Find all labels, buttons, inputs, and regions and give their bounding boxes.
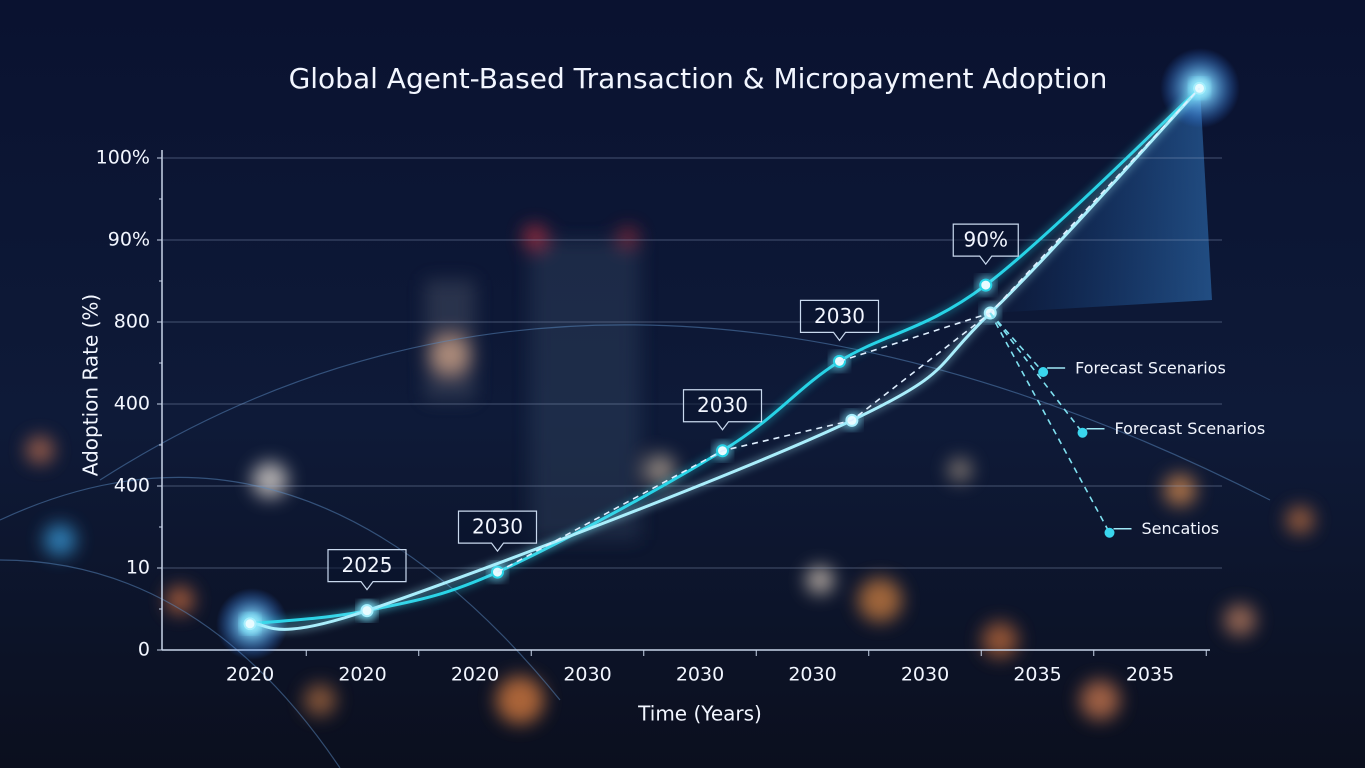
decor-arcs (0, 324, 1271, 768)
y-tick-label: 400 (114, 475, 150, 497)
chart-title: Global Agent-Based Transaction & Micropa… (289, 62, 1108, 95)
y-tick-label: 100% (96, 147, 150, 169)
city-bokeh (26, 225, 1314, 724)
y-tick-label: 10 (126, 557, 150, 579)
y-tick-label: 90% (108, 229, 150, 251)
series-line (497, 87, 1201, 573)
x-tick-label: 2035 (1126, 664, 1174, 686)
branch-line (989, 312, 1111, 534)
branch-line (989, 312, 1084, 434)
series-line (839, 312, 991, 363)
x-tick-label: 2020 (338, 664, 386, 686)
callout-label: 2030 (472, 515, 523, 539)
x-tick-label: 2030 (563, 664, 611, 686)
callout-label: 2030 (814, 304, 865, 328)
y-tick-label: 400 (114, 393, 150, 415)
y-tick-label: 0 (138, 639, 150, 661)
branch-dot (1104, 527, 1115, 538)
callout-box (457, 510, 538, 553)
x-tick-label: 2020 (451, 664, 499, 686)
x-tick-label: 2035 (1013, 664, 1061, 686)
y-tick-label: 800 (114, 311, 150, 333)
branch-dot (1077, 427, 1088, 438)
x-tick-label: 2020 (226, 664, 274, 686)
x-tick-label: 2030 (901, 664, 949, 686)
callout-box (327, 549, 407, 591)
branch-dot (1038, 367, 1049, 378)
data-point (979, 278, 993, 292)
x-axis-label: Time (Years) (637, 702, 762, 726)
branch-label: Forecast Scenarios (1115, 419, 1266, 438)
data-point (243, 617, 257, 631)
callout-label: 2030 (697, 393, 748, 417)
data-point (360, 604, 374, 618)
x-tick-label: 2030 (788, 664, 836, 686)
callout-label: 90% (964, 228, 1008, 252)
y-axis-label: Adoption Rate (%) (79, 294, 103, 476)
callout-box (799, 299, 880, 342)
branch-label: Forecast Scenarios (1075, 359, 1226, 378)
branch-label: Sencatios (1142, 519, 1220, 538)
callout-label: 2025 (342, 553, 393, 577)
callout-box (952, 223, 1019, 266)
branch-line (989, 312, 1044, 373)
callout-box (682, 389, 763, 431)
x-tick-label: 2030 (676, 664, 724, 686)
